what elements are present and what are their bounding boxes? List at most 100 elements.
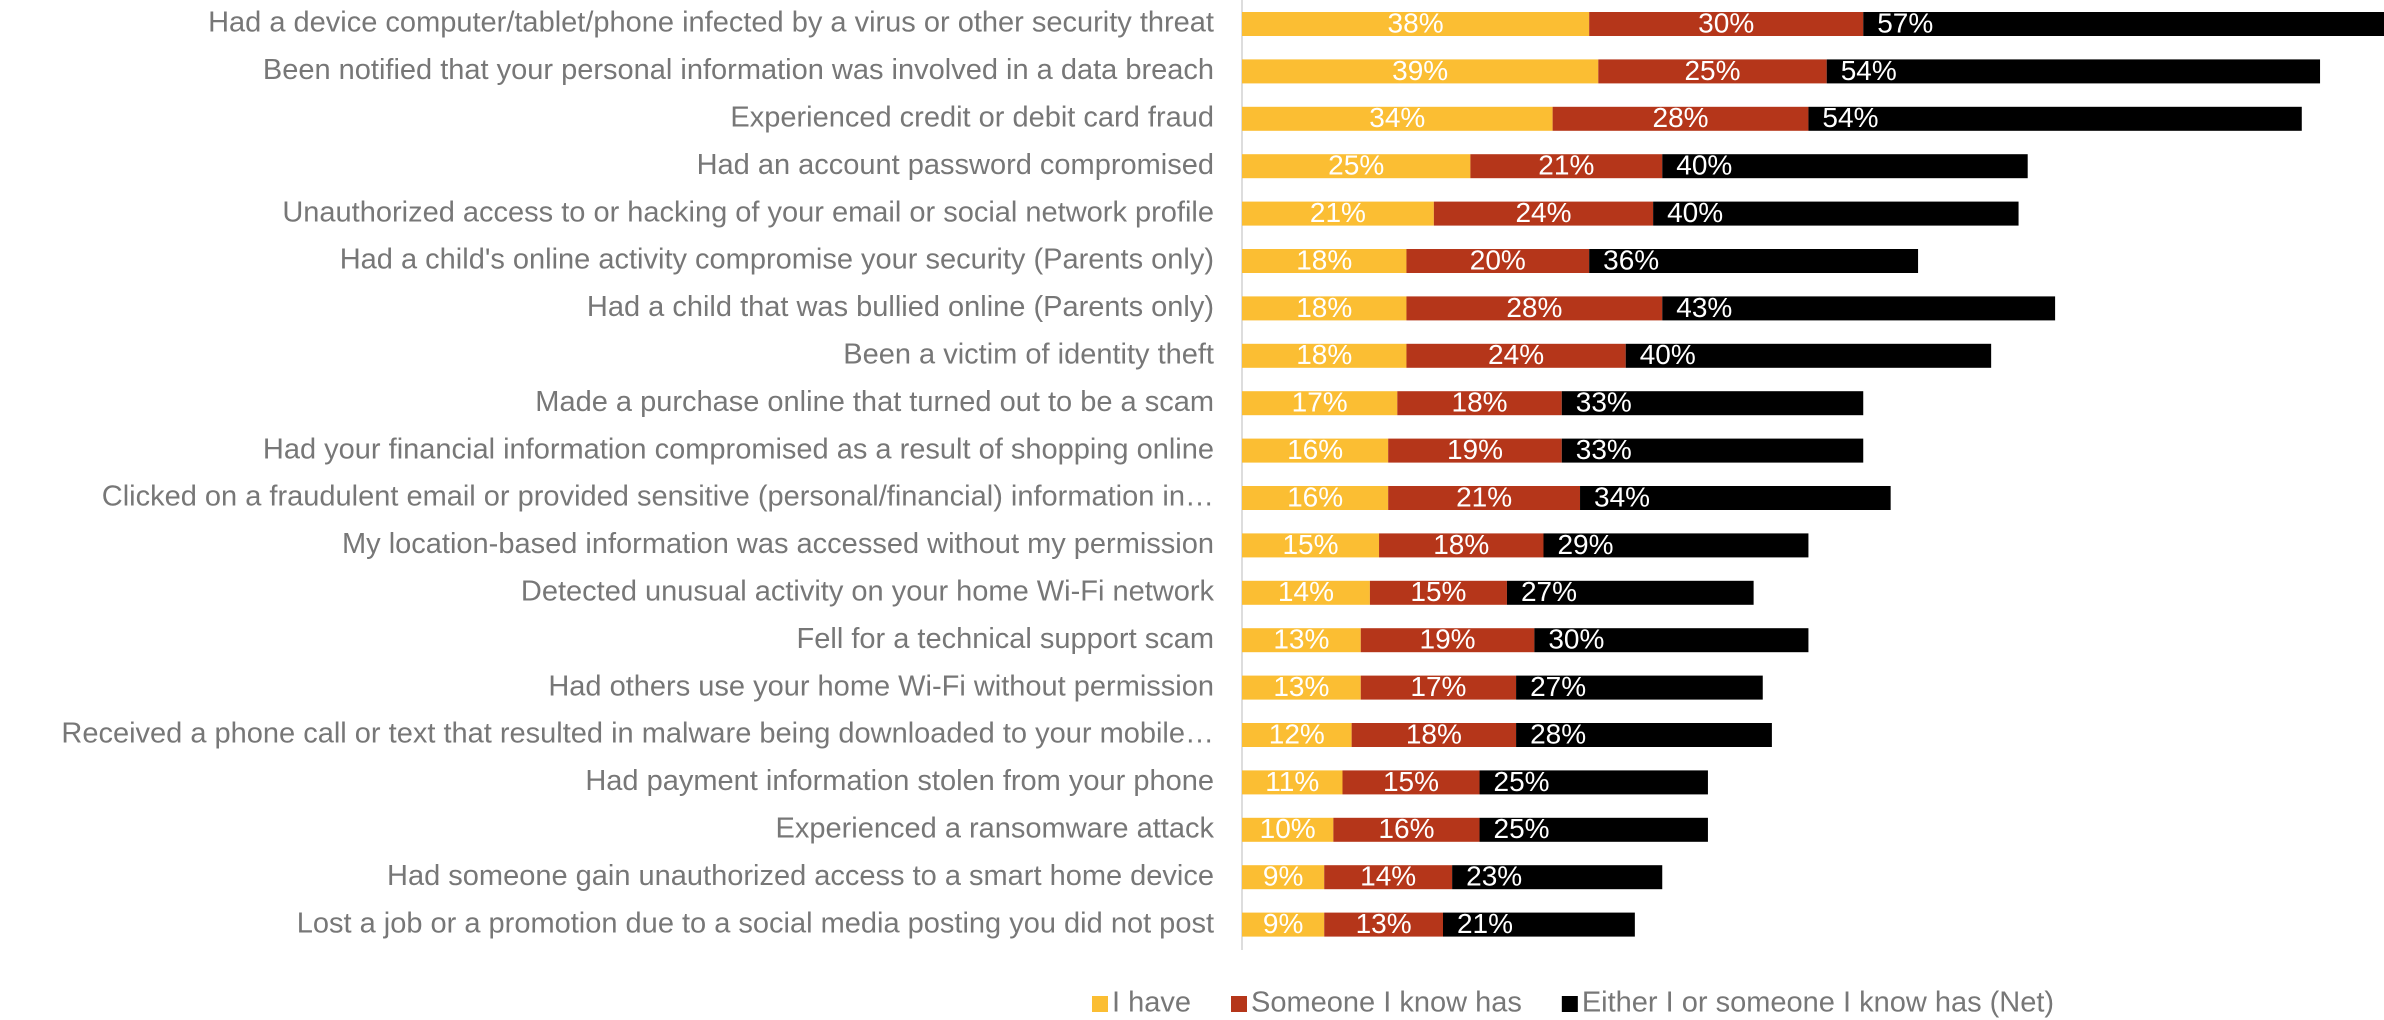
value-label: 30% xyxy=(1698,7,1754,38)
bar-segment xyxy=(1242,912,1325,937)
value-label: 54% xyxy=(1822,102,1878,133)
bar-segment xyxy=(1388,438,1562,463)
value-label: 18% xyxy=(1296,244,1352,275)
category-label: Had a child that was bullied online (Par… xyxy=(587,291,1214,323)
value-label: 40% xyxy=(1676,150,1732,181)
bar-segment xyxy=(1342,770,1480,795)
bar-segment xyxy=(1625,343,1992,368)
bar-segment xyxy=(1479,770,1708,795)
bar-segment xyxy=(1452,865,1663,890)
value-label: 19% xyxy=(1447,434,1503,465)
value-label: 33% xyxy=(1576,387,1632,418)
category-label: Fell for a technical support scam xyxy=(797,623,1214,655)
value-label: 25% xyxy=(1494,766,1550,797)
legend-swatch xyxy=(1092,996,1108,1012)
bar-segment xyxy=(1242,154,1471,179)
bar-segment xyxy=(1808,106,2302,131)
category-label: Made a purchase online that turned out t… xyxy=(535,386,1214,418)
category-label: Been a victim of identity theft xyxy=(843,338,1214,370)
bar-segment xyxy=(1653,201,2019,226)
value-label: 27% xyxy=(1521,576,1577,607)
bar-segment xyxy=(1516,723,1772,747)
bar-segment xyxy=(1242,533,1380,558)
bar-segment xyxy=(1242,865,1325,890)
value-label: 34% xyxy=(1594,481,1650,512)
legend-label: Either I or someone I know has (Net) xyxy=(1582,987,2054,1019)
value-label: 21% xyxy=(1457,908,1513,939)
bar-segment xyxy=(1534,628,1809,653)
value-label: 34% xyxy=(1369,102,1425,133)
legend-label: I have xyxy=(1112,987,1191,1019)
bar-segment xyxy=(1543,533,1809,558)
category-label: My location-based information was access… xyxy=(342,528,1214,560)
value-label: 12% xyxy=(1269,718,1325,749)
bar-segment xyxy=(1561,391,1864,416)
bar-segment xyxy=(1561,438,1864,463)
category-label: Experienced a ransomware attack xyxy=(776,812,1215,844)
value-label: 18% xyxy=(1296,339,1352,370)
value-label: 38% xyxy=(1388,7,1444,38)
value-label: 20% xyxy=(1470,244,1526,275)
value-label: 9% xyxy=(1263,908,1303,939)
category-label: Had a child's online activity compromise… xyxy=(340,244,1214,276)
value-label: 25% xyxy=(1684,55,1740,86)
value-label: 15% xyxy=(1282,529,1338,560)
value-label: 27% xyxy=(1530,671,1586,702)
value-label: 17% xyxy=(1410,671,1466,702)
value-label: 24% xyxy=(1488,339,1544,370)
bar-segment xyxy=(1242,106,1553,131)
bar-segment xyxy=(1580,486,1891,510)
value-label: 30% xyxy=(1548,624,1604,655)
bar-segment xyxy=(1470,154,1663,179)
bar-segment xyxy=(1242,438,1389,463)
value-label: 13% xyxy=(1356,908,1412,939)
bar-segment xyxy=(1333,817,1480,842)
bar-segment xyxy=(1324,865,1453,890)
bar-segment xyxy=(1242,201,1434,226)
bar-segment xyxy=(1442,912,1635,937)
legend-swatch xyxy=(1231,996,1247,1012)
bar-segment xyxy=(1388,486,1581,510)
value-label: 13% xyxy=(1273,624,1329,655)
value-label: 28% xyxy=(1530,718,1586,749)
value-label: 17% xyxy=(1292,387,1348,418)
value-label: 28% xyxy=(1506,292,1562,323)
category-label: Lost a job or a promotion due to a socia… xyxy=(297,907,1214,939)
value-label: 36% xyxy=(1603,244,1659,275)
value-label: 13% xyxy=(1273,671,1329,702)
bar-segment xyxy=(1351,723,1517,747)
bar-segment xyxy=(1433,201,1654,226)
value-label: 15% xyxy=(1383,766,1439,797)
bar-segment xyxy=(1242,343,1407,368)
value-label: 16% xyxy=(1287,434,1343,465)
bar-segment xyxy=(1242,59,1599,84)
value-label: 29% xyxy=(1557,529,1613,560)
value-label: 33% xyxy=(1576,434,1632,465)
value-label: 18% xyxy=(1433,529,1489,560)
bar-segment xyxy=(1324,912,1443,937)
category-label: Been notified that your personal informa… xyxy=(263,54,1214,86)
category-label: Had an account password compromised xyxy=(697,149,1214,181)
value-label: 16% xyxy=(1378,813,1434,844)
bar-segment xyxy=(1406,296,1663,321)
value-label: 11% xyxy=(1265,766,1319,797)
category-label: Had someone gain unauthorized access to … xyxy=(387,860,1214,892)
value-label: 43% xyxy=(1676,292,1732,323)
bar-segment xyxy=(1242,817,1334,842)
bar-segment xyxy=(1242,675,1361,700)
category-label: Experienced credit or debit card fraud xyxy=(730,101,1214,133)
bar-segment xyxy=(1406,343,1626,368)
value-label: 40% xyxy=(1667,197,1723,228)
bar-segment xyxy=(1242,770,1343,795)
bar-segment xyxy=(1479,817,1708,842)
bar-segment xyxy=(1397,391,1562,416)
value-label: 28% xyxy=(1653,102,1709,133)
category-label: Had your financial information compromis… xyxy=(263,433,1214,465)
value-label: 24% xyxy=(1515,197,1571,228)
bar-segment xyxy=(1826,59,2321,84)
category-label: Received a phone call or text that resul… xyxy=(61,718,1214,750)
bar-segment xyxy=(1662,296,2056,321)
bar-segment xyxy=(1242,486,1389,510)
bar-segment xyxy=(1406,249,1590,273)
